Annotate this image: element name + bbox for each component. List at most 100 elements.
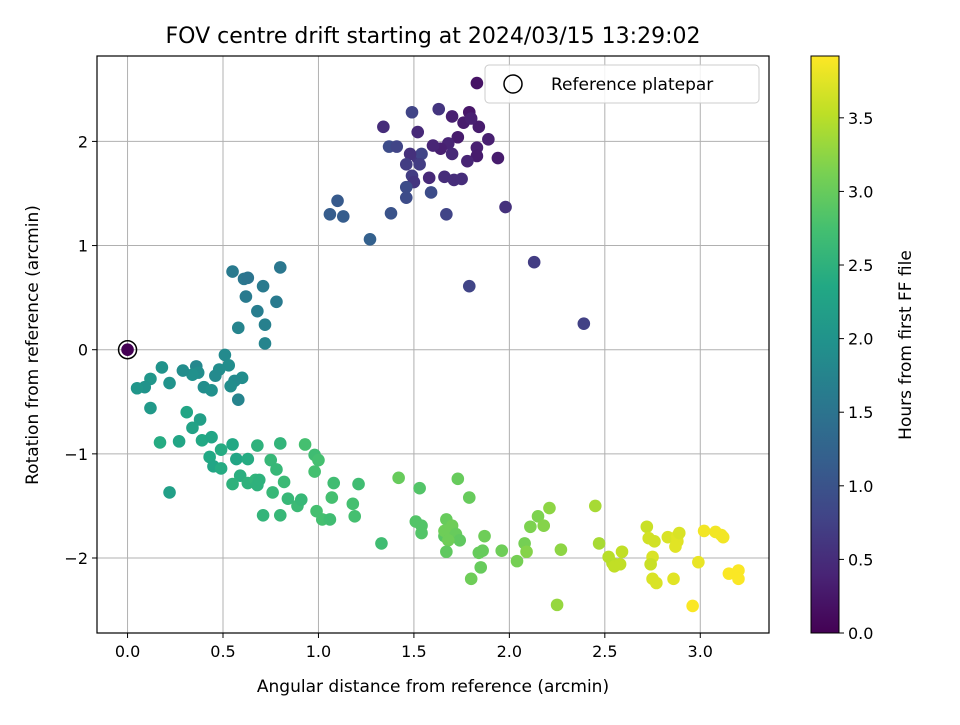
colorbar-ticks: 0.0 0.5 1.0 1.5 2.0 2.5 3.0 3.5 [839,109,873,643]
data-point [716,530,730,544]
data-point [298,438,312,451]
data-point [415,526,428,540]
data-point [281,492,295,505]
data-point [121,343,134,357]
x-tick-label: 1.5 [401,642,426,661]
colorbar-tick-label: 0.0 [848,624,873,643]
data-point [644,557,657,571]
data-point [531,510,545,523]
data-point [144,401,157,415]
data-point [176,364,190,377]
data-point [592,537,606,550]
data-point [226,438,239,451]
data-point [209,369,222,383]
y-tick-label: −1 [64,445,88,464]
data-point [327,476,341,490]
data-point [205,430,218,444]
data-point [520,545,533,559]
data-point [510,554,524,568]
data-point [195,434,209,447]
data-point [130,381,144,395]
data-point [470,149,484,163]
data-point [438,170,451,184]
x-tick-label: 1.0 [306,642,331,661]
data-point [323,513,337,526]
data-point [455,172,468,186]
data-point [186,421,199,435]
data-point [336,210,350,223]
data-point [613,557,627,571]
data-point [270,463,283,476]
reference-point [117,339,138,360]
data-point [476,544,489,558]
colorbar-label: Hours from first FF file [896,250,916,440]
data-point [405,105,419,119]
x-axis-label: Angular distance from reference (arcmin) [257,677,609,697]
data-point [722,567,736,580]
colorbar-gradient [811,56,839,633]
data-point [640,520,654,534]
data-point [462,491,476,504]
data-point [732,572,745,586]
data-point [672,526,686,540]
data-point [153,436,167,449]
data-point [323,208,337,221]
data-point [273,261,287,274]
data-point [172,435,186,448]
data-point [550,598,564,612]
x-tick-label: 0.5 [210,642,235,661]
data-point [251,439,264,452]
data-point [650,576,663,590]
data-point [554,543,568,556]
data-point [273,437,287,450]
data-point [264,453,278,467]
data-point [432,102,446,116]
data-point [308,465,321,478]
data-point [155,361,169,374]
data-point [270,295,283,309]
x-tick-label: 3.0 [688,642,713,661]
data-point [258,337,272,350]
data-point [163,486,176,499]
data-point [186,368,199,382]
data-point [451,130,465,144]
data-point [375,537,388,550]
chart-title: FOV centre drift starting at 2024/03/15 … [166,24,701,49]
data-point [251,304,264,318]
data-point [491,151,505,165]
legend: Reference platepar [484,64,760,104]
data-point [241,271,255,285]
data-point [440,545,453,559]
data-point [686,599,699,613]
data-point [252,473,266,487]
data-point [426,139,440,152]
y-tick-label: 0 [78,341,88,360]
y-axis-label: Rotation from reference (arcmin) [23,205,43,485]
data-point [453,534,467,547]
data-point [384,206,398,220]
data-point [218,348,232,362]
data-point [399,180,413,194]
data-point [524,520,537,534]
data-point [325,491,339,504]
data-point [258,318,272,332]
data-point [445,147,459,161]
data-point [464,572,478,586]
data-point [470,76,484,90]
data-point [527,255,541,269]
data-point [697,524,711,538]
data-point [482,133,495,146]
data-point [403,147,417,161]
data-point [667,572,680,586]
colorbar-tick-label: 2.0 [848,330,873,349]
y-axis-ticks: −2 −1 0 1 2 [64,132,97,568]
data-point [577,317,591,330]
data-point [472,120,486,134]
data-point [222,359,236,372]
colorbar-tick-label: 0.5 [848,550,873,569]
data-point [615,545,629,559]
data-point [312,453,325,467]
data-point [440,208,453,221]
data-point [273,509,287,522]
